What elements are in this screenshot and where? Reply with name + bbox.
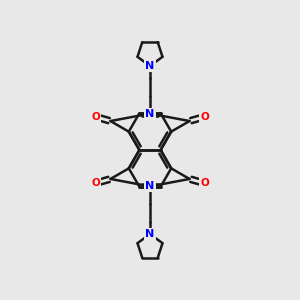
Text: N: N	[146, 182, 154, 191]
Text: N: N	[146, 229, 154, 239]
Text: O: O	[200, 178, 209, 188]
Text: O: O	[91, 178, 100, 188]
Text: O: O	[200, 112, 209, 122]
Text: N: N	[146, 61, 154, 71]
Text: O: O	[91, 112, 100, 122]
Text: N: N	[146, 109, 154, 118]
